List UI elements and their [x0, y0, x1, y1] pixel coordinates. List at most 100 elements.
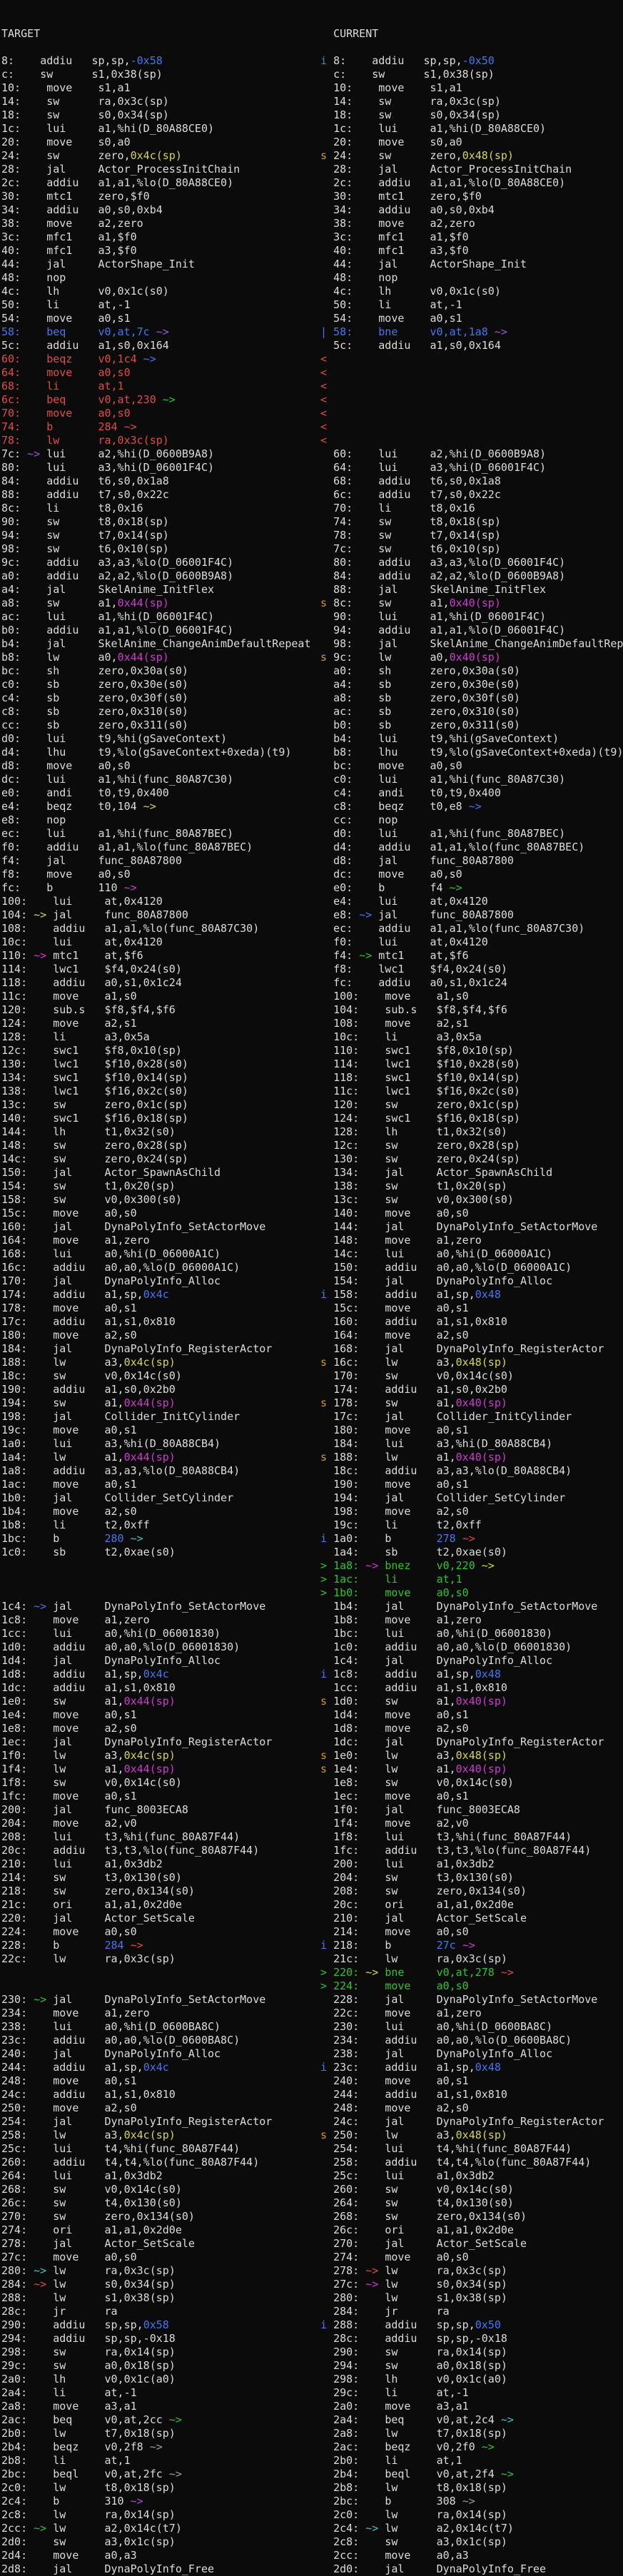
asm-row: 260: addiu t4,t4,%lo(func_80A87F44)	[1, 2156, 260, 2169]
asm-row: 1a8: addiu a3,a3,%lo(D_80A88CB4)	[1, 1464, 240, 1477]
asm-row: 54: move a0,s1	[1, 312, 131, 325]
asm-row: 208: lui t3,%hi(func_80A87F44)	[1, 1830, 240, 1843]
asm-row: 18: sw s0,0x34(sp)	[1, 108, 169, 121]
asm-row: 38: move a2,zero	[1, 217, 143, 230]
asm-row: 1d8: move a2,s0	[333, 1722, 469, 1735]
asm-row: 2b8: lw t8,0x18(sp)	[333, 2481, 507, 2494]
asm-row: 128: li a3,0x5a	[1, 1030, 150, 1043]
asm-row: <	[320, 434, 334, 447]
asm-row: 148: move a1,zero	[333, 1234, 482, 1247]
asm-row	[1, 1559, 310, 1573]
asm-row: 110: swc1 $f8,0x10(sp)	[333, 1044, 514, 1057]
asm-row: 290: sw ra,0x14(sp)	[333, 2346, 507, 2358]
asm-row: c8: beqz t0,e8 ~>	[333, 800, 482, 813]
asm-row: d0: lui a1,%hi(func_80A87BEC)	[333, 827, 566, 840]
asm-row: 64: move a0,s0	[1, 366, 131, 379]
asm-row: 210: jal Actor_SetScale	[333, 1912, 527, 1925]
asm-row: 8: addiu sp,sp,-0x58	[1, 54, 163, 67]
asm-row: 17c: jal Collider_InitCylinder	[333, 1410, 572, 1423]
asm-row: 10c: lui at,0x4120	[1, 935, 163, 948]
asm-row: c4: sb zero,0x30f(s0)	[1, 691, 188, 704]
asm-row: 40: mfc1 a3,$f0	[1, 244, 137, 257]
asm-row: 1e0: sw a1,0x44(sp)	[1, 1695, 176, 1708]
asm-row: 2c4: ~> lw a2,0x14c(t7)	[333, 2522, 514, 2535]
asm-row: 98: sw t6,0x10(sp)	[1, 542, 169, 555]
asm-row: f8: lwc1 $f4,0x24(s0)	[333, 963, 507, 975]
asm-row: 214: sw t3,0x130(s0)	[1, 1871, 182, 1884]
asm-row: 130: sw zero,0x24(sp)	[333, 1152, 520, 1165]
asm-row: 1dc: jal DynaPolyInfo_RegisterActor	[333, 1735, 604, 1748]
asm-row: 29c: sw a0,0x18(sp)	[1, 2359, 176, 2372]
asm-row: 268: sw zero,0x134(s0)	[333, 2210, 527, 2223]
asm-row: > 1a8: ~> bnez v0,220 ~>	[320, 1559, 495, 1572]
asm-row: 17c: addiu a1,s1,0x810	[1, 1315, 176, 1328]
asm-row: 84: addiu t6,s0,0x1a8	[1, 475, 169, 487]
asm-row: 1d4: jal DynaPolyInfo_Alloc	[1, 1654, 221, 1667]
asm-row: 270: sw zero,0x134(s0)	[1, 2210, 195, 2223]
asm-row: d4: lhu t9,%lo(gSaveContext+0xeda)(t9)	[1, 746, 292, 759]
asm-row: s 16c: lw a3,0x48(sp)	[320, 1356, 507, 1369]
asm-row: 264: sw t4,0x130(s0)	[333, 2196, 514, 2209]
asm-row: 30: mtc1 zero,$f0	[1, 190, 150, 203]
asm-row: 2b0: lw t7,0x18(sp)	[1, 2427, 176, 2440]
asm-row: 284: jr ra	[333, 2305, 450, 2318]
asm-row: 234: addiu a0,a0,%lo(D_0600BA8C)	[333, 2034, 572, 2047]
asm-row: 2c0: lw t8,0x18(sp)	[1, 2481, 176, 2494]
asm-row: 20c: ori a1,a1,0x2d0e	[333, 1898, 514, 1911]
asm-row: s 24: sw zero,0x48(sp)	[320, 149, 514, 162]
asm-row: 14: sw ra,0x3c(sp)	[1, 95, 169, 108]
asm-row: 1e8: move a2,s0	[1, 1722, 137, 1735]
asm-row: 24: sw zero,0x4c(sp)	[1, 149, 182, 162]
asm-row: 168: lui a0,%hi(D_06000A1C)	[1, 1247, 221, 1260]
asm-row: 108: addiu a1,a1,%lo(func_80A87C30)	[1, 922, 260, 935]
asm-row: a0: addiu a2,a2,%lo(D_0600B9A8)	[1, 569, 234, 582]
asm-row: 140: swc1 $f16,0x18(sp)	[1, 1112, 188, 1125]
asm-row: 5c: addiu a1,s0,0x164	[1, 339, 169, 352]
asm-row: 100: lui at,0x4120	[1, 895, 163, 908]
asm-row: ac: sb zero,0x310(s0)	[333, 705, 520, 718]
asm-row: 2c: addiu a1,a1,%lo(D_80A88CE0)	[1, 176, 234, 189]
asm-row: 28c: addiu sp,sp,-0x18	[333, 2332, 507, 2345]
asm-row: 29c: li at,-1	[333, 2386, 469, 2399]
asm-row: 254: jal DynaPolyInfo_RegisterActor	[1, 2115, 273, 2128]
asm-row: dc: move a0,s0	[333, 868, 462, 881]
asm-row: 238: jal DynaPolyInfo_Alloc	[333, 2047, 553, 2060]
asm-row: ec: addiu a1,a1,%lo(func_80A87C30)	[333, 922, 585, 935]
asm-row: e4: beqz t0,104 ~>	[1, 800, 156, 813]
asm-row: 14: sw ra,0x3c(sp)	[333, 95, 501, 108]
asm-row: 240: move a0,s1	[333, 2074, 469, 2087]
asm-row: 18c: sw v0,0x14c(s0)	[1, 1369, 182, 1382]
asm-row: 298: sw ra,0x14(sp)	[1, 2346, 176, 2358]
asm-row: 54: move a0,s1	[333, 312, 462, 325]
asm-row: 110: ~> mtc1 at,$f6	[1, 949, 143, 962]
asm-row: 140: move a0,s0	[333, 1207, 469, 1219]
asm-row: i 1a0: b 278 ~>	[320, 1532, 475, 1545]
asm-row: 1f4: move a2,v0	[333, 1817, 469, 1830]
asm-row: 9c: addiu a3,a3,%lo(D_06001F4C)	[1, 556, 234, 569]
asm-row: 88: addiu t7,s0,0x22c	[1, 488, 169, 501]
asm-row: 1d8: addiu a1,sp,0x4c	[1, 1668, 169, 1680]
asm-row: 14c: sw zero,0x24(sp)	[1, 1152, 188, 1165]
asm-row: 194: jal Collider_SetCylinder	[333, 1491, 566, 1504]
asm-row: 1f0: jal func_8003ECA8	[333, 1803, 520, 1816]
asm-row: 220: jal Actor_SetScale	[1, 1912, 195, 1925]
asm-row: 114: lwc1 $f10,0x28(s0)	[333, 1058, 520, 1070]
asm-row: 160: jal DynaPolyInfo_SetActorMove	[1, 1220, 266, 1233]
asm-row: 168: jal DynaPolyInfo_RegisterActor	[333, 1342, 604, 1355]
asm-row: 60: beqz v0,1c4 ~>	[1, 353, 156, 365]
asm-row: 34: addiu a0,s0,0xb4	[333, 203, 495, 216]
asm-row: fc: b 110 ~>	[1, 881, 137, 894]
asm-row: 2c8: sw a3,0x1c(sp)	[333, 2535, 507, 2548]
asm-row: 1c4: jal DynaPolyInfo_Alloc	[333, 1654, 553, 1667]
asm-row: 134: jal Actor_SpawnAsChild	[333, 1166, 553, 1179]
asm-row: 1ec: jal DynaPolyInfo_RegisterActor	[1, 1735, 273, 1748]
asm-row: 2bc: b 308 ~>	[333, 2495, 475, 2507]
asm-row: 154: jal DynaPolyInfo_Alloc	[333, 1274, 553, 1287]
asm-row	[1, 1573, 310, 1586]
asm-row: 1b4: jal DynaPolyInfo_SetActorMove	[333, 1600, 598, 1613]
target-header: TARGET	[1, 27, 41, 40]
current-column: CURRENT i 8: addiu sp,sp,-0x50 c: sw s1,…	[320, 0, 623, 2576]
asm-row: 4c: lh v0,0x1c(s0)	[1, 285, 169, 298]
asm-row: 248: move a2,s0	[333, 2101, 469, 2114]
